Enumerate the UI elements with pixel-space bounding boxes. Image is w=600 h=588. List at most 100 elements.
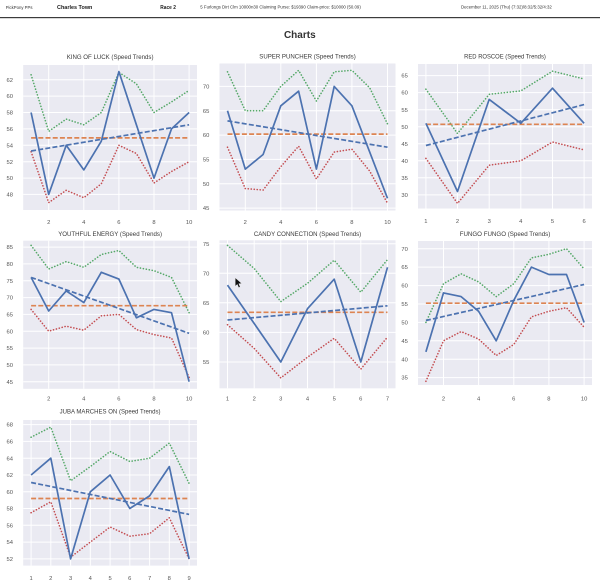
svg-text:6: 6: [128, 576, 131, 582]
svg-text:64: 64: [7, 456, 14, 462]
svg-text:52: 52: [7, 557, 13, 563]
svg-text:3: 3: [488, 219, 491, 225]
svg-text:10: 10: [186, 397, 192, 403]
svg-text:55: 55: [203, 360, 209, 366]
svg-text:8: 8: [152, 397, 155, 403]
svg-text:8: 8: [168, 576, 171, 582]
svg-text:8: 8: [152, 220, 155, 226]
svg-text:65: 65: [401, 265, 407, 271]
svg-text:6: 6: [359, 397, 362, 403]
svg-text:8: 8: [350, 220, 353, 226]
svg-text:2: 2: [253, 397, 256, 403]
svg-text:5: 5: [333, 397, 336, 403]
svg-text:85: 85: [7, 245, 13, 251]
svg-text:FUNGO FUNGO (Speed Trends): FUNGO FUNGO (Speed Trends): [460, 231, 551, 238]
svg-text:68: 68: [7, 423, 13, 429]
svg-text:7: 7: [148, 576, 151, 582]
svg-text:2: 2: [47, 220, 50, 226]
svg-text:52: 52: [7, 160, 13, 166]
svg-text:7: 7: [386, 397, 389, 403]
svg-text:50: 50: [7, 176, 13, 182]
svg-text:30: 30: [401, 193, 407, 199]
svg-text:65: 65: [401, 74, 407, 80]
svg-text:70: 70: [401, 247, 407, 253]
svg-text:5 Furlongs Dirt Clm 10000n30 C: 5 Furlongs Dirt Clm 10000n30 Claiming Pu…: [200, 5, 361, 10]
svg-text:4: 4: [82, 397, 86, 403]
svg-text:50: 50: [401, 125, 407, 131]
svg-text:80: 80: [7, 262, 13, 268]
svg-text:6: 6: [117, 397, 120, 403]
svg-text:66: 66: [7, 440, 13, 446]
svg-text:1: 1: [226, 397, 229, 403]
svg-text:Charles Town: Charles Town: [57, 5, 93, 11]
svg-text:4: 4: [519, 219, 523, 225]
svg-text:62: 62: [7, 78, 13, 84]
svg-text:Charts: Charts: [284, 30, 316, 41]
svg-text:6: 6: [512, 397, 515, 403]
svg-text:35: 35: [401, 176, 407, 182]
svg-text:10: 10: [186, 220, 192, 226]
svg-text:48: 48: [7, 193, 13, 199]
svg-text:45: 45: [203, 206, 209, 212]
svg-text:55: 55: [401, 108, 407, 114]
svg-text:54: 54: [7, 143, 14, 149]
svg-text:5: 5: [551, 219, 554, 225]
svg-text:2: 2: [47, 397, 50, 403]
svg-text:50: 50: [7, 363, 13, 369]
svg-text:58: 58: [7, 507, 13, 513]
svg-text:4: 4: [279, 220, 283, 226]
svg-text:35: 35: [401, 376, 407, 382]
svg-text:60: 60: [401, 91, 407, 97]
svg-text:65: 65: [203, 301, 209, 307]
svg-text:55: 55: [7, 346, 13, 352]
svg-text:45: 45: [401, 339, 407, 345]
svg-text:4: 4: [82, 220, 86, 226]
svg-text:6: 6: [582, 219, 585, 225]
svg-text:KING OF LUCK (Speed Trends): KING OF LUCK (Speed Trends): [67, 54, 154, 61]
svg-text:4: 4: [477, 397, 481, 403]
svg-text:1: 1: [424, 219, 427, 225]
svg-text:2: 2: [442, 397, 445, 403]
svg-text:4: 4: [306, 397, 310, 403]
svg-text:60: 60: [7, 490, 13, 496]
svg-text:5: 5: [108, 576, 111, 582]
svg-text:9: 9: [187, 576, 190, 582]
svg-text:December 11, 2025 (Thu) (7:32): December 11, 2025 (Thu) (7:32)/8:32/5:32…: [461, 5, 552, 10]
svg-text:8: 8: [547, 397, 550, 403]
svg-text:60: 60: [7, 329, 13, 335]
svg-text:45: 45: [7, 380, 13, 386]
svg-text:2: 2: [244, 220, 247, 226]
svg-text:45: 45: [401, 142, 407, 148]
svg-text:10: 10: [581, 397, 587, 403]
svg-text:6: 6: [117, 220, 120, 226]
svg-text:CANDY CONNECTION (Speed Trends: CANDY CONNECTION (Speed Trends): [254, 231, 361, 238]
svg-text:54: 54: [7, 540, 14, 546]
svg-text:55: 55: [203, 158, 209, 164]
svg-text:RED ROSCOE (Speed Trends): RED ROSCOE (Speed Trends): [464, 54, 546, 61]
svg-text:6: 6: [315, 220, 318, 226]
svg-text:JUBA MARCHES ON (Speed Trends): JUBA MARCHES ON (Speed Trends): [60, 409, 161, 416]
svg-text:70: 70: [203, 271, 209, 277]
svg-text:70: 70: [203, 85, 209, 91]
svg-text:58: 58: [7, 111, 13, 117]
svg-text:65: 65: [203, 109, 209, 115]
svg-text:60: 60: [7, 94, 13, 100]
svg-text:SUPER PUNCHER (Speed Trends): SUPER PUNCHER (Speed Trends): [259, 54, 356, 61]
svg-text:3: 3: [69, 576, 72, 582]
svg-text:50: 50: [203, 182, 209, 188]
svg-text:56: 56: [7, 127, 13, 133]
svg-text:50: 50: [401, 321, 407, 327]
svg-text:2: 2: [456, 219, 459, 225]
svg-text:75: 75: [7, 279, 13, 285]
svg-text:10: 10: [384, 220, 390, 226]
svg-text:4: 4: [89, 576, 93, 582]
svg-text:40: 40: [401, 357, 407, 363]
svg-text:1: 1: [29, 576, 32, 582]
svg-text:60: 60: [203, 331, 209, 337]
svg-text:3: 3: [279, 397, 282, 403]
svg-text:62: 62: [7, 473, 13, 479]
svg-text:55: 55: [401, 302, 407, 308]
svg-text:60: 60: [401, 284, 407, 290]
svg-text:40: 40: [401, 159, 407, 165]
svg-text:60: 60: [203, 133, 209, 139]
